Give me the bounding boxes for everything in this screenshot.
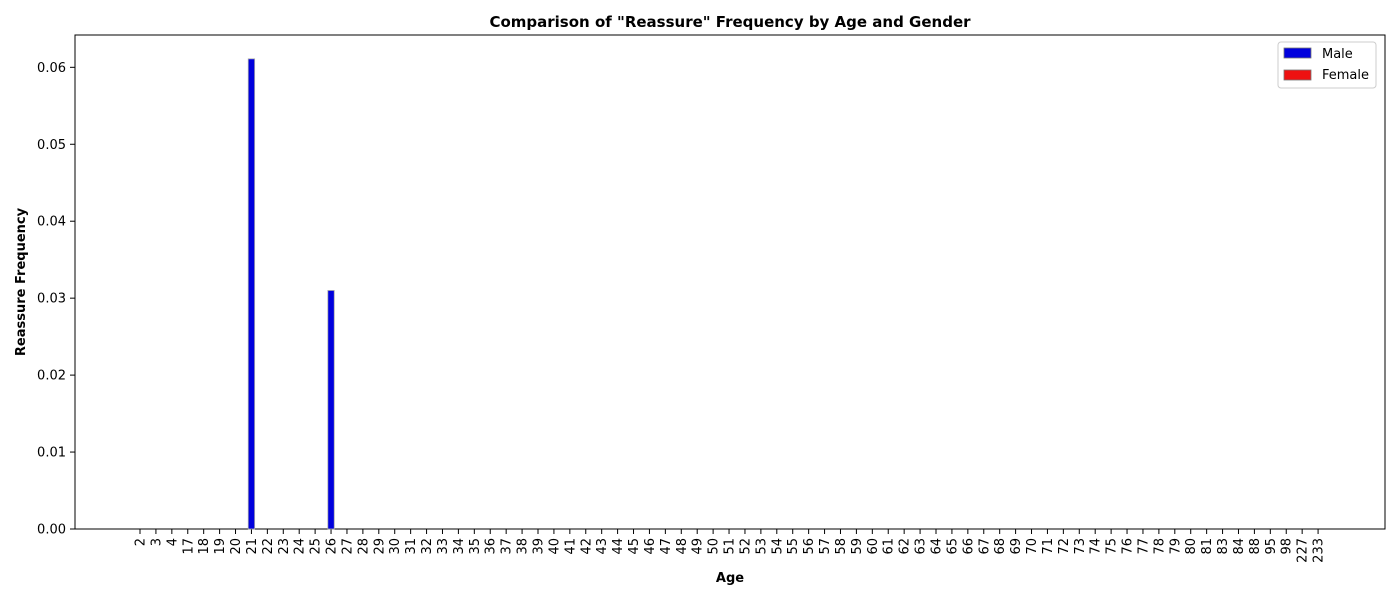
x-tick-label: 81 [1200, 538, 1215, 555]
x-tick-label: 27 [340, 538, 355, 555]
plot-area [74, 34, 1386, 530]
bar-male-age-26 [327, 290, 335, 530]
x-tick-label: 69 [1009, 538, 1024, 555]
plot-frame [74, 34, 1386, 530]
x-tick-label: 68 [993, 538, 1008, 555]
x-tick-label: 73 [1073, 538, 1088, 555]
x-tick-label: 29 [372, 538, 387, 555]
x-tick-label: 49 [691, 538, 706, 555]
x-tick-label: 65 [945, 538, 960, 555]
x-tick-label: 38 [516, 538, 531, 555]
x-tick-label: 79 [1168, 538, 1183, 555]
x-tick-label: 42 [579, 538, 594, 555]
x-axis: 2 3 4 17 18 19 20 21 22 23 24 25 26 27 28 29 30 31 32 33 34 3… [134, 529, 1327, 563]
x-tick-label: 77 [1136, 538, 1151, 555]
y-tick-label: 0.05 [37, 138, 66, 153]
x-tick-label: 19 [213, 538, 228, 555]
x-tick-label: 2 [134, 538, 149, 546]
x-tick-label: 58 [834, 538, 849, 555]
x-tick-label: 45 [627, 538, 642, 555]
x-tick-label: 20 [229, 538, 244, 555]
x-tick-label: 39 [532, 538, 547, 555]
x-tick-label: 98 [1280, 538, 1295, 555]
x-tick-label: 26 [325, 538, 340, 555]
x-tick-label: 51 [723, 538, 738, 555]
y-tick-label: 0.00 [37, 523, 66, 538]
x-tick-label: 35 [468, 538, 483, 555]
legend-swatch-male [1283, 47, 1312, 59]
y-tick-label: 0.04 [37, 215, 66, 230]
x-tick-label: 61 [882, 538, 897, 555]
y-axis: 0.00 0.01 0.02 0.03 0.04 0.05 0.06 [37, 61, 75, 538]
x-tick-label: 31 [404, 538, 419, 555]
x-tick-label: 64 [930, 538, 945, 555]
x-tick-label: 37 [500, 538, 515, 555]
x-tick-label: 28 [356, 538, 371, 555]
x-tick-label: 56 [802, 538, 817, 555]
x-tick-label: 53 [754, 538, 769, 555]
legend-swatch-female [1283, 69, 1312, 81]
y-tick-label: 0.06 [37, 61, 66, 76]
x-tick-label: 66 [961, 538, 976, 555]
x-tick-label: 76 [1121, 538, 1136, 555]
x-tick-label: 18 [197, 538, 212, 555]
x-tick-label: 43 [595, 538, 610, 555]
x-tick-label: 88 [1248, 538, 1263, 555]
x-tick-label: 48 [675, 538, 690, 555]
x-tick-label: 233 [1312, 538, 1327, 563]
x-tick-label: 4 [165, 538, 180, 546]
x-tick-label: 52 [738, 538, 753, 555]
x-tick-label: 34 [452, 538, 467, 555]
x-tick-label: 22 [261, 538, 276, 555]
x-tick-label: 32 [420, 538, 435, 555]
x-tick-label: 95 [1264, 538, 1279, 555]
x-tick-label: 23 [277, 538, 292, 555]
legend-label-female: Female [1322, 68, 1369, 83]
x-tick-label: 80 [1184, 538, 1199, 555]
bars [247, 58, 335, 530]
x-tick-label: 72 [1057, 538, 1072, 555]
x-tick-label: 67 [977, 538, 992, 555]
x-tick-label: 41 [563, 538, 578, 555]
x-tick-label: 47 [659, 538, 674, 555]
x-tick-label: 60 [866, 538, 881, 555]
x-tick-label: 50 [707, 538, 722, 555]
x-tick-label: 75 [1105, 538, 1120, 555]
x-tick-label: 227 [1296, 538, 1311, 563]
y-tick-label: 0.01 [37, 446, 66, 461]
x-tick-label: 46 [643, 538, 658, 555]
x-tick-label: 74 [1089, 538, 1104, 555]
x-tick-label: 30 [388, 538, 403, 555]
y-tick-label: 0.02 [37, 369, 66, 384]
x-tick-label: 63 [914, 538, 929, 555]
y-tick-label: 0.03 [37, 292, 66, 307]
x-tick-label: 24 [293, 538, 308, 555]
x-tick-label: 83 [1216, 538, 1231, 555]
x-tick-label: 59 [850, 538, 865, 555]
x-tick-label: 40 [547, 538, 562, 555]
x-axis-label: Age [716, 571, 744, 586]
x-tick-label: 3 [149, 538, 164, 546]
x-tick-label: 17 [181, 538, 196, 555]
x-tick-label: 62 [898, 538, 913, 555]
x-tick-label: 25 [309, 538, 324, 555]
legend-label-male: Male [1322, 47, 1353, 62]
x-tick-label: 70 [1025, 538, 1040, 555]
x-tick-label: 84 [1232, 538, 1247, 555]
legend: Male Female [1277, 41, 1377, 89]
x-tick-label: 57 [818, 538, 833, 555]
x-tick-label: 44 [611, 538, 626, 555]
x-tick-label: 21 [245, 538, 260, 555]
x-tick-label: 54 [770, 538, 785, 555]
x-tick-label: 55 [786, 538, 801, 555]
chart-title: Comparison of "Reassure" Frequency by Ag… [489, 13, 971, 31]
x-tick-label: 71 [1041, 538, 1056, 555]
x-tick-label: 36 [484, 538, 499, 555]
y-axis-label: Reassure Frequency [14, 207, 29, 356]
x-tick-label: 33 [436, 538, 451, 555]
bar-male-age-21 [247, 58, 256, 530]
x-tick-label: 78 [1152, 538, 1167, 555]
